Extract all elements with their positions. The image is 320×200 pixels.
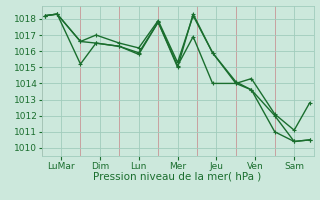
X-axis label: Pression niveau de la mer( hPa ): Pression niveau de la mer( hPa ) bbox=[93, 172, 262, 182]
